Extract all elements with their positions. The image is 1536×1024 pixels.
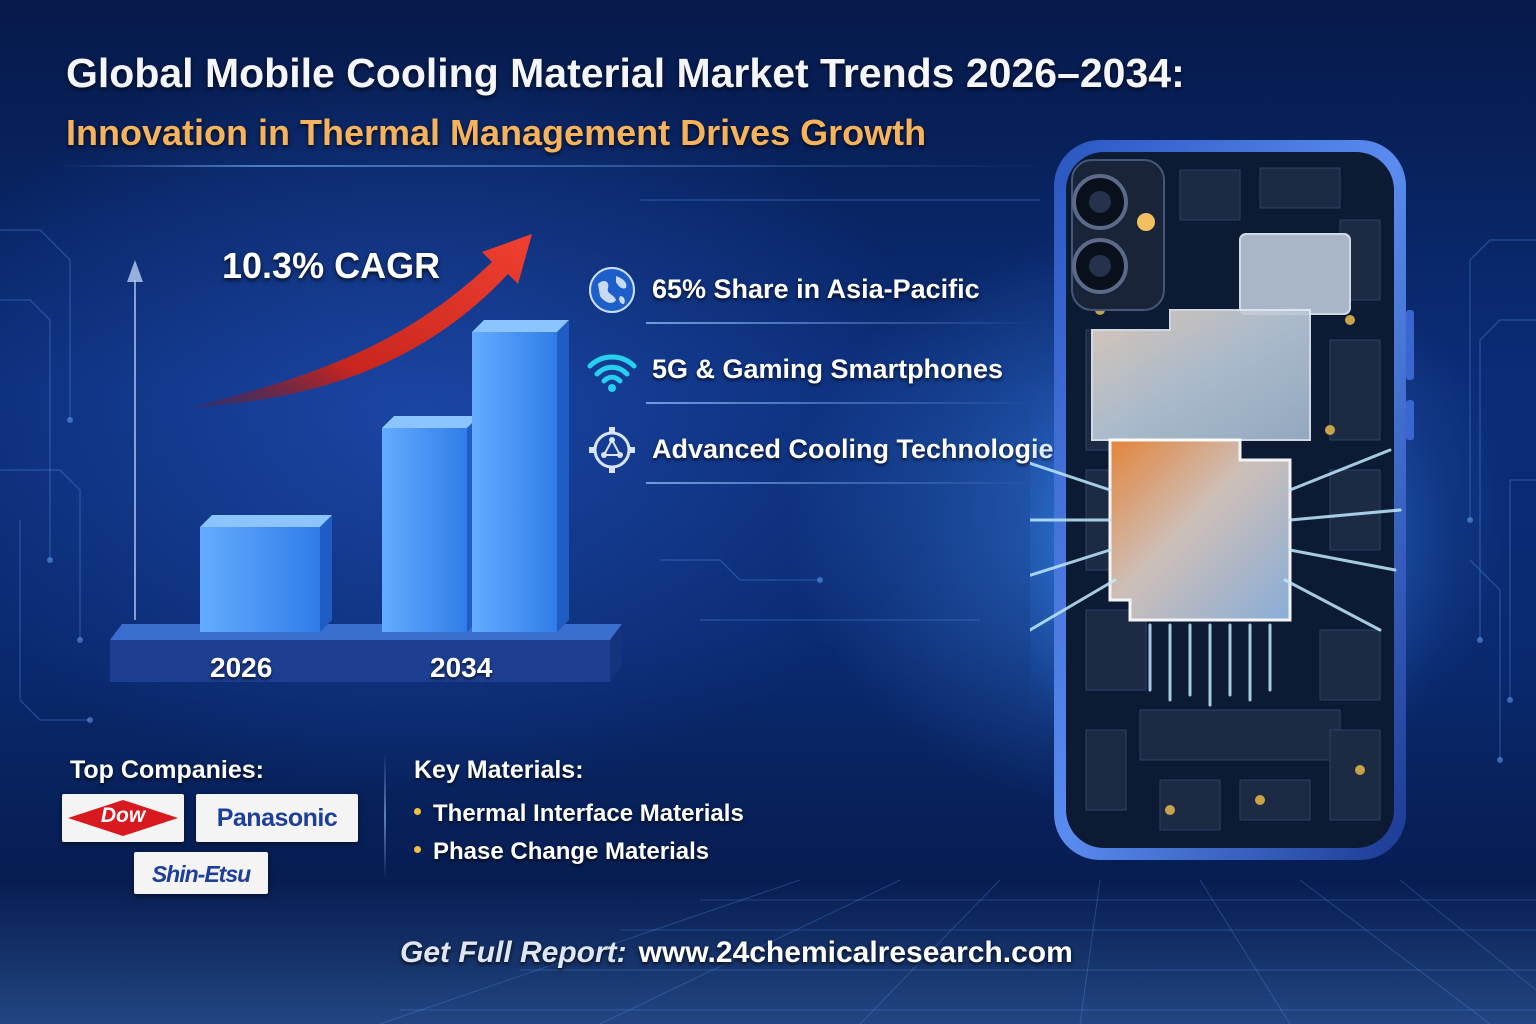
feature-5g-gaming: 5G & Gaming Smartphones (586, 344, 1036, 404)
material-item: Thermal Interface Materials (414, 800, 744, 828)
market-growth-chart (110, 234, 622, 682)
bar-2 (382, 416, 479, 632)
panasonic-logo-text: Panasonic (216, 804, 338, 832)
report-footer: Get Full Report: www.24chemicalresearch.c… (400, 936, 1073, 970)
shin-etsu-logo: Shin-Etsu (134, 852, 268, 894)
y-axis-arrow (127, 260, 143, 620)
feature-label-asia-pacific: 65% Share in Asia-Pacific (652, 274, 980, 304)
dow-diamond-mark (68, 800, 178, 836)
bar-3 (472, 320, 569, 632)
top-companies-heading: Top Companies: (70, 756, 264, 784)
title-divider (60, 165, 1060, 167)
smartphone-cooling-illustration (1030, 140, 1450, 860)
feature-label-advanced-cooling: Advanced Cooling Technologies (652, 434, 1069, 464)
page-subtitle: Innovation in Thermal Management Drives … (66, 112, 927, 153)
bar-1 (200, 515, 332, 632)
feature-divider (646, 402, 1036, 404)
report-url-link[interactable]: www.24chemicalresearch.com (638, 936, 1073, 969)
wifi-icon (587, 354, 637, 392)
chart-base (110, 624, 622, 682)
dow-logo-text: Dow (100, 804, 146, 827)
shin-etsu-logo-text: Shin-Etsu (151, 861, 251, 887)
footer-label: Get Full Report: (400, 936, 627, 969)
page-title: Global Mobile Cooling Material Market Tr… (66, 50, 1185, 96)
feature-asia-pacific: 65% Share in Asia-Pacific (586, 264, 1036, 324)
growth-arrow (188, 234, 532, 408)
globe-icon (589, 267, 635, 313)
material-item: Phase Change Materials (414, 838, 709, 866)
material-label: Thermal Interface Materials (433, 800, 744, 827)
feature-divider (646, 322, 1036, 324)
bullet-icon (414, 808, 421, 816)
gear-network-icon (589, 427, 635, 473)
cagr-label: 10.3% CAGR (222, 245, 441, 286)
bullet-icon (414, 846, 421, 854)
x-tick-label-2034: 2034 (430, 652, 493, 683)
x-tick-label-2026: 2026 (210, 652, 273, 683)
bars-group (200, 320, 569, 632)
feature-divider (646, 482, 1036, 484)
key-materials-heading: Key Materials: (414, 756, 584, 784)
material-label: Phase Change Materials (433, 838, 710, 865)
feature-advanced-cooling: Advanced Cooling Technologies (586, 424, 1069, 484)
feature-label-5g-gaming: 5G & Gaming Smartphones (652, 354, 1004, 384)
panasonic-logo: Panasonic (196, 794, 358, 842)
section-divider (384, 752, 386, 880)
dow-logo: Dow (62, 794, 184, 842)
